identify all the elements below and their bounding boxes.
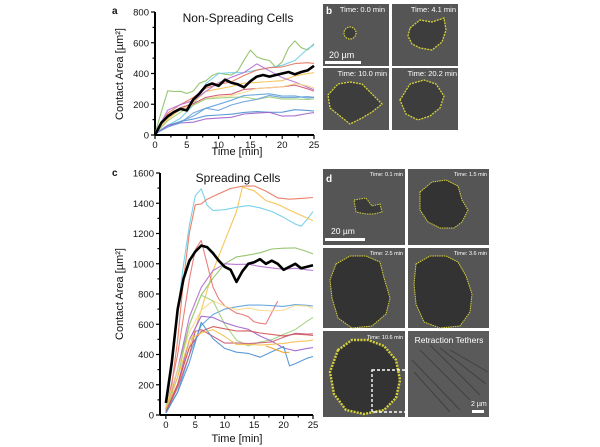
- x-tick-label: 25: [308, 420, 319, 431]
- x-tick-label: 20: [278, 420, 289, 431]
- x-tick-label: 10: [213, 140, 224, 151]
- series-line-orange-2: [265, 345, 290, 354]
- frame-time-label: Time: 10.6 min: [367, 335, 403, 341]
- series-line-yellow-2: [165, 300, 314, 407]
- y-tick-label: 1200: [133, 229, 154, 240]
- micrograph-b-1: Time: 0.0 min b 20 µm: [323, 4, 389, 66]
- series-line-green-2: [154, 96, 315, 135]
- scale-bar: [325, 61, 361, 64]
- series-line-purple-1: [165, 263, 314, 412]
- series-line-purple-2: [165, 315, 314, 413]
- x-tick-label: 25: [309, 140, 320, 151]
- series-line-orange: [154, 72, 315, 135]
- frame-time-label: Time: 10.0 min: [338, 69, 387, 78]
- micrograph-d-2: Time: 1.5 min: [408, 169, 489, 245]
- y-tick-label: 400: [138, 350, 154, 361]
- panel-letter-b: b: [326, 6, 332, 17]
- scale-bar-label: 20 µm: [331, 226, 355, 236]
- scale-bar-label: 20 µm: [329, 50, 354, 60]
- panel-letter-d: d: [326, 174, 332, 185]
- x-tick-label: 0: [152, 140, 157, 151]
- panel-c-chart: c Spreading Cells Contact Area [µm²] Tim…: [112, 168, 318, 445]
- chart-title-a: Non-Spreading Cells: [183, 11, 294, 25]
- y-tick-label: 200: [133, 100, 149, 111]
- series-line-red-3: [165, 326, 314, 413]
- y-tick-label: 0: [144, 131, 149, 142]
- scale-bar-label: 2 µm: [471, 401, 487, 408]
- y-axis-label-a: Contact Area [µm²]: [114, 28, 126, 120]
- series-line-yellow-3: [165, 329, 314, 409]
- x-tick-label: 5: [184, 140, 189, 151]
- series-line-red-4: [165, 329, 314, 413]
- y-tick-label: 1600: [133, 169, 154, 180]
- series-line-red-2: [154, 84, 315, 135]
- chart-title-c: Spreading Cells: [196, 171, 281, 185]
- frame-time-label: Time: 2.5 min: [370, 251, 403, 257]
- series-line-green-1: [154, 40, 315, 135]
- y-tick-label: 800: [133, 8, 149, 19]
- y-axis-label-c: Contact Area [µm²]: [114, 248, 126, 340]
- x-tick-label: 20: [277, 140, 288, 151]
- micrograph-b-4: Time: 20.2 min: [392, 68, 458, 130]
- frame-time-label: Time: 0.0 min: [340, 5, 385, 14]
- x-axis-label-a: Time [min]: [212, 146, 263, 158]
- x-tick-label: 5: [193, 420, 198, 431]
- micrograph-d-5: Time: 10.6 min: [323, 331, 407, 417]
- micrograph-b-3: Time: 10.0 min: [323, 68, 389, 130]
- y-tick-label: 600: [138, 320, 154, 331]
- frame-time-label: Time: 20.2 min: [408, 69, 457, 78]
- micrograph-d-1: Time: 0.1 min d 20 µm: [323, 169, 405, 245]
- series-line-blue-2: [165, 321, 314, 414]
- scale-bar: [325, 238, 365, 241]
- series-line-red-1: [165, 185, 314, 410]
- scale-bar: [472, 410, 484, 413]
- micrograph-d-4: Time: 3.6 min: [408, 248, 489, 329]
- frame-time-label: Time: 1.5 min: [454, 172, 487, 178]
- y-tick-label: 1000: [133, 259, 154, 270]
- series-line-purple-1: [154, 63, 315, 135]
- panel-letter-a: a: [112, 6, 118, 17]
- series-line-blue-3: [154, 94, 315, 135]
- series-line-mean: [164, 244, 314, 404]
- series-line-blue-1: [165, 304, 314, 413]
- x-tick-label: 0: [163, 420, 168, 431]
- micrograph-d-3: Time: 2.5 min: [323, 248, 405, 329]
- panel-a-chart: a Non-Spreading Cells Contact Area [µm²]…: [112, 6, 319, 158]
- series-line-mean: [153, 64, 315, 136]
- micrograph-d-zoom: Retraction Tethers 2 µm: [408, 331, 489, 417]
- series-line-orange: [165, 186, 314, 409]
- x-axis-label-c: Time [min]: [212, 433, 263, 445]
- panel-b-micrographs: Time: 0.0 min b 20 µm Time: 4.1 min Time…: [322, 3, 458, 131]
- frame-time-label: Time: 0.1 min: [370, 172, 403, 178]
- y-tick-label: 600: [133, 38, 149, 49]
- y-tick-label: 800: [138, 290, 154, 301]
- frame-time-label: Time: 4.1 min: [411, 5, 456, 14]
- panel-letter-c: c: [112, 168, 118, 179]
- x-tick-label: 15: [249, 420, 260, 431]
- series-line-cyan: [154, 44, 315, 135]
- series-line-cyan: [165, 188, 314, 407]
- x-tick-label: 10: [219, 420, 230, 431]
- frame-time-label: Time: 3.6 min: [454, 251, 487, 257]
- y-tick-label: 200: [138, 380, 154, 391]
- series-line-purple-2: [154, 111, 315, 135]
- y-tick-label: 0: [149, 411, 154, 422]
- panel-d-micrographs: Time: 0.1 min d 20 µm Time: 1.5 min Time…: [322, 168, 490, 418]
- y-tick-label: 400: [133, 69, 149, 80]
- micrograph-b-2: Time: 4.1 min: [392, 4, 458, 66]
- inset-title: Retraction Tethers: [415, 335, 484, 345]
- zoom-region-box: [371, 369, 407, 413]
- x-tick-label: 15: [245, 140, 256, 151]
- y-tick-label: 1400: [133, 199, 154, 210]
